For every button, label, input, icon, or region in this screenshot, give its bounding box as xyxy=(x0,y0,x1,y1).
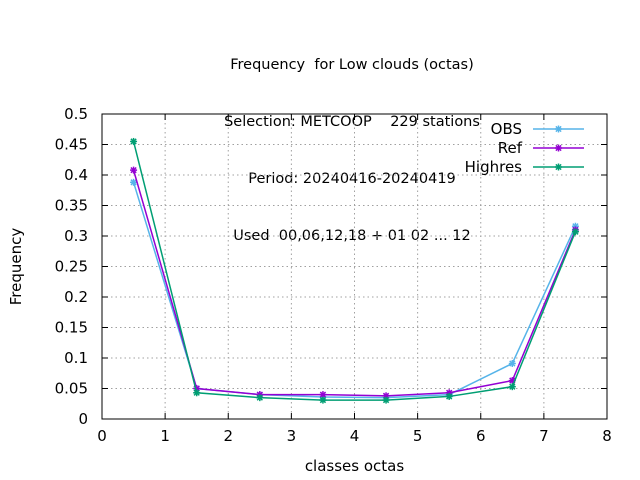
legend-label-ref: Ref xyxy=(498,139,523,157)
grid-lines xyxy=(102,114,607,419)
series-obs-point xyxy=(130,178,138,186)
tick-labels: 0 1 2 3 4 5 6 7 8 0 0.05 0.1 0.15 0.2 0.25 0.3 0.35 0.4 0.… xyxy=(55,105,612,445)
series-ref-point xyxy=(130,166,138,174)
y-tick-label: 0.5 xyxy=(64,105,88,123)
legend-obs-point xyxy=(555,125,562,133)
x-tick-label: 5 xyxy=(413,427,423,445)
y-tick-label: 0.45 xyxy=(55,136,88,154)
x-tick-label: 6 xyxy=(476,427,486,445)
axes xyxy=(101,113,608,420)
y-tick-label: 0.2 xyxy=(64,288,88,306)
series-group xyxy=(130,137,579,404)
series-ref-point xyxy=(319,391,327,399)
y-axis-label: Frequency xyxy=(7,228,25,306)
series-highres-point xyxy=(571,228,579,236)
legend-item-ref: Ref xyxy=(498,139,584,157)
x-axis-label: classes octas xyxy=(305,457,405,475)
title-line-1: Frequency for Low clouds (octas) xyxy=(230,57,474,73)
y-tick-label: 0.1 xyxy=(64,349,88,367)
series-highres-point xyxy=(130,137,138,145)
series-obs-point xyxy=(508,359,516,367)
title-line-2: Selection: METCOOP 229 stations xyxy=(224,114,480,130)
y-tick-label: 0.05 xyxy=(55,380,88,398)
series-highres-point xyxy=(256,394,264,402)
x-tick-label: 2 xyxy=(223,427,233,445)
series-line-ref xyxy=(132,169,577,397)
legend-highres-point xyxy=(555,163,562,171)
series-highres-point xyxy=(508,383,516,391)
y-tick-label: 0 xyxy=(78,410,88,428)
series-highres-point xyxy=(193,389,201,397)
legend-item-highres: Highres xyxy=(465,158,584,176)
series-highres-point xyxy=(445,392,453,400)
y-tick-label: 0.35 xyxy=(55,197,88,215)
legend-label-highres: Highres xyxy=(465,158,523,176)
series-highres xyxy=(130,137,579,404)
x-tick-label: 7 xyxy=(539,427,549,445)
x-tick-label: 4 xyxy=(350,427,360,445)
x-tick-label: 0 xyxy=(97,427,107,445)
y-tick-label: 0.15 xyxy=(55,319,88,337)
series-highres-point xyxy=(319,396,327,404)
series-line-highres xyxy=(132,141,577,401)
series-highres-point xyxy=(382,396,390,404)
legend-label-obs: OBS xyxy=(491,120,522,138)
legend-ref-point xyxy=(555,144,562,152)
x-tick-label: 3 xyxy=(287,427,297,445)
x-tick-label: 1 xyxy=(160,427,170,445)
legend-item-obs: OBS xyxy=(491,120,584,138)
x-tick-label: 8 xyxy=(602,427,612,445)
y-tick-label: 0.25 xyxy=(55,258,88,276)
y-tick-label: 0.3 xyxy=(64,227,88,245)
y-tick-label: 0.4 xyxy=(64,166,88,184)
